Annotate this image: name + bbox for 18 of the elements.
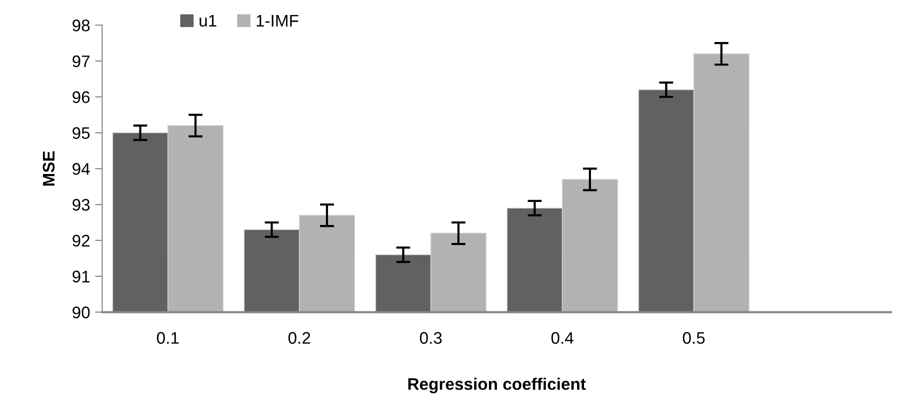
y-tick-label: 93 (72, 198, 90, 211)
y-tick-label: 92 (72, 234, 90, 247)
x-axis-title: Regression coefficient (408, 378, 586, 394)
x-tick-label: 0.3 (420, 332, 442, 344)
x-tick-label: 0.5 (682, 332, 705, 344)
y-tick-label: 96 (72, 91, 90, 104)
legend-label: 1-IMF (256, 15, 298, 26)
y-tick-label: 94 (72, 163, 90, 175)
y-tick-label: 97 (72, 55, 90, 68)
y-tick-label: 98 (72, 20, 90, 32)
x-tick-label: 0.2 (288, 332, 310, 344)
x-tick-label: 0.4 (551, 332, 574, 344)
y-tick-label: 95 (72, 127, 90, 139)
y-tick-label: 90 (72, 306, 90, 318)
x-tick-label: 0.1 (156, 332, 179, 344)
legend-label: u1 (200, 15, 216, 27)
y-axis-title: MSE (42, 151, 55, 186)
y-tick-label: 91 (72, 270, 90, 282)
